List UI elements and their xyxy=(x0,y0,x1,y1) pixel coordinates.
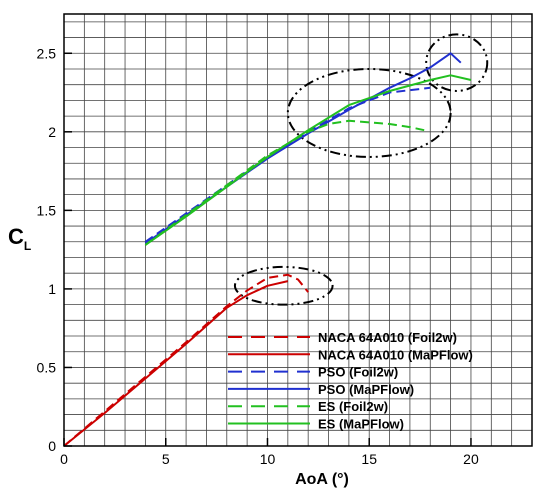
series-line-5 xyxy=(144,74,472,246)
x-tick-label: 0 xyxy=(60,451,68,467)
y-axis-title-sub: L xyxy=(24,239,31,253)
legend: NACA 64A010 (Foil2w) NACA 64A010 (MaPFlow… xyxy=(228,330,473,432)
y-axis-title-main: C xyxy=(8,224,24,249)
plot-frame xyxy=(63,13,533,447)
y-tick-label: 1.5 xyxy=(37,202,57,218)
series-line-4 xyxy=(144,119,425,246)
x-tick-label: 20 xyxy=(463,451,479,467)
y-tick-label: 0 xyxy=(48,438,56,454)
y-tick-label: 2.5 xyxy=(37,45,57,61)
x-tick-label: 15 xyxy=(361,451,377,467)
highlight-ellipses xyxy=(233,33,489,306)
y-tick-label: 1 xyxy=(48,281,56,297)
legend-label-5: ES (MaPFlow) xyxy=(318,417,404,432)
legend-label-4: ES (Foil2w) xyxy=(318,399,388,414)
legend-label-0: NACA 64A010 (Foil2w) xyxy=(318,330,457,345)
legend-label-1: NACA 64A010 (MaPFlow) xyxy=(318,347,473,362)
y-tick-label: 0.5 xyxy=(37,359,57,375)
legend-label-3: PSO (MaPFlow) xyxy=(318,382,414,397)
axes: 0 5 10 15 20 0 0.5 1 1.5 2 2.5 xyxy=(37,13,533,467)
y-axis-title: CL xyxy=(8,224,31,253)
grid xyxy=(64,14,532,446)
series-line-3 xyxy=(144,52,462,245)
highlight-ellipse xyxy=(233,265,334,306)
x-tick-label: 10 xyxy=(260,451,276,467)
series-line-0 xyxy=(63,273,309,447)
series-group xyxy=(63,52,472,447)
y-tick-label: 2 xyxy=(48,124,56,140)
highlight-ellipse xyxy=(286,67,452,158)
highlight-ellipse xyxy=(425,33,489,92)
x-tick-label: 5 xyxy=(162,451,170,467)
x-axis-title: AoA (°) xyxy=(295,471,349,488)
series-line-1 xyxy=(63,280,289,447)
legend-label-2: PSO (Foil2w) xyxy=(318,365,398,380)
